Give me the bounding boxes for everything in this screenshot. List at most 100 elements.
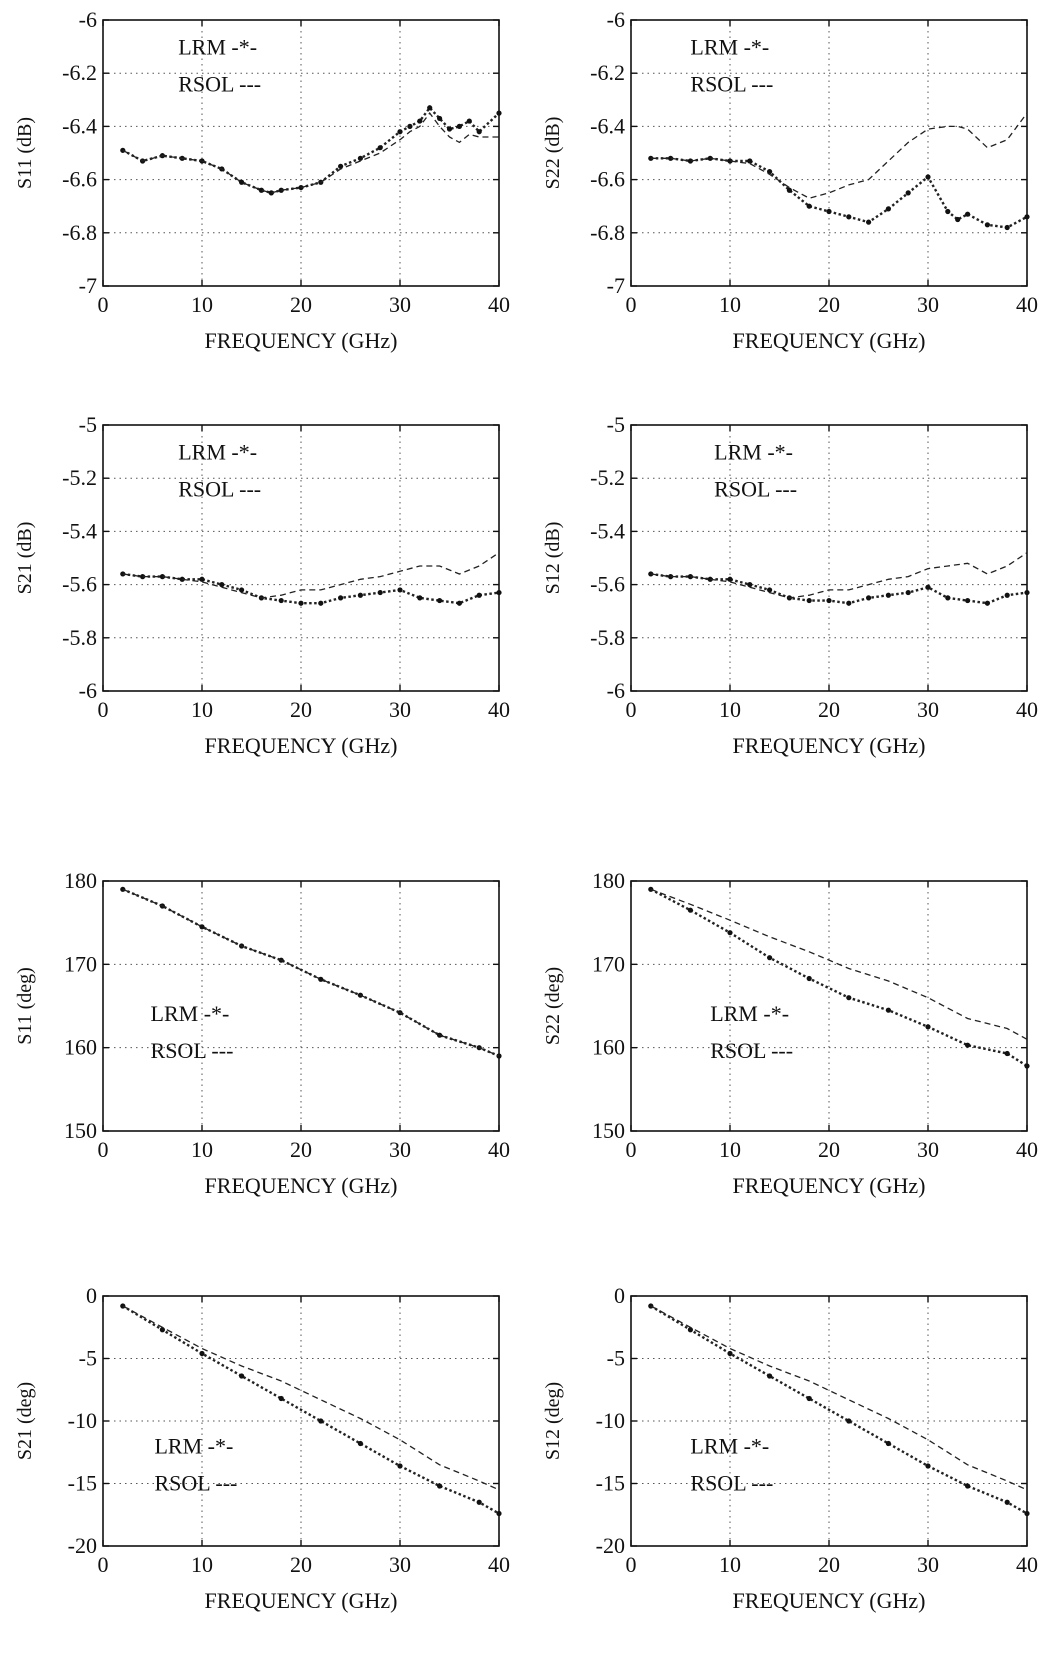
lrm-point — [747, 158, 753, 164]
x-tick-label: 10 — [719, 1137, 741, 1162]
lrm-point — [668, 574, 674, 580]
lrm-point — [925, 1463, 931, 1469]
x-tick-label: 20 — [818, 697, 840, 722]
y-tick-label: -5 — [607, 1346, 625, 1371]
lrm-point — [357, 592, 363, 598]
lrm-point — [747, 582, 753, 588]
y-tick-label: 160 — [64, 1035, 97, 1060]
series-lrm-line — [650, 888, 1028, 1068]
y-tick-label: -20 — [68, 1533, 97, 1558]
x-tick-label: 0 — [98, 697, 109, 722]
y-tick-label: 180 — [64, 868, 97, 893]
lrm-point — [945, 208, 951, 215]
lrm-point — [476, 592, 482, 598]
x-axis-label: FREQUENCY (GHz) — [733, 328, 926, 353]
lrm-point — [239, 179, 245, 185]
x-axis-label: FREQUENCY (GHz) — [205, 733, 398, 758]
lrm-point — [417, 595, 423, 601]
y-tick-label: -6.4 — [590, 113, 625, 138]
series-rsol-line — [650, 1305, 1028, 1491]
y-tick-label: -6.4 — [62, 113, 97, 138]
y-tick-label: 0 — [86, 1283, 97, 1308]
legend-entry: LRM -*- — [151, 1001, 230, 1026]
lrm-point — [1004, 1499, 1010, 1505]
lrm-point — [357, 155, 363, 161]
lrm-point — [1024, 1510, 1030, 1517]
y-axis-label: S21 (deg) — [14, 1382, 36, 1460]
lrm-point — [826, 208, 832, 215]
y-tick-label: -6.6 — [62, 167, 97, 192]
x-tick-label: 40 — [1016, 697, 1038, 722]
lrm-point — [786, 187, 793, 193]
chart-panel-6: 0 10 20 30 40 150 160 170 180 FREQUENCY (GHz) S22 … — [542, 868, 1038, 1198]
x-axis-label: FREQUENCY (GHz) — [205, 1588, 398, 1613]
x-tick-label: 30 — [389, 1552, 411, 1577]
lrm-point — [767, 587, 773, 593]
lrm-point — [437, 597, 443, 604]
lrm-point — [727, 158, 733, 164]
y-axis-label: S11 (dB) — [14, 117, 36, 189]
lrm-point — [407, 123, 413, 129]
lrm-point — [806, 597, 812, 604]
series-lrm-line — [122, 105, 500, 195]
y-tick-label: -6.8 — [590, 220, 625, 245]
y-tick-label: 0 — [614, 1283, 625, 1308]
x-tick-label: 10 — [719, 697, 741, 722]
lrm-point — [456, 600, 462, 606]
x-tick-label: 30 — [389, 292, 411, 317]
lrm-point — [648, 571, 654, 577]
chart-panel-2: 0 10 20 30 40 -7 -6.8 -6.6 -6.4 -6.2 -6 FREQUENCY (… — [542, 7, 1038, 353]
x-tick-label: 30 — [917, 697, 939, 722]
lrm-point — [1004, 1050, 1010, 1057]
y-tick-label: -6 — [79, 7, 97, 32]
legend-entry: LRM -*- — [710, 1001, 789, 1026]
lrm-point — [278, 187, 284, 193]
lrm-point — [278, 1395, 284, 1402]
series-lrm-line — [122, 572, 500, 605]
lrm-point — [496, 589, 502, 596]
y-axis-label: S12 (dB) — [542, 522, 564, 595]
lrm-point — [846, 1418, 852, 1424]
lrm-point — [668, 155, 674, 161]
y-tick-label: -5.2 — [62, 465, 97, 490]
lrm-point — [397, 129, 403, 135]
x-tick-label: 20 — [290, 1552, 312, 1577]
y-tick-label: -5.6 — [62, 572, 97, 597]
y-tick-label: -6 — [607, 7, 625, 32]
lrm-point — [397, 587, 403, 593]
lrm-point — [446, 126, 453, 132]
lrm-point — [427, 105, 433, 111]
lrm-point — [318, 1418, 324, 1424]
series-rsol-line — [122, 888, 500, 1057]
chart-panel-1: 0 10 20 30 40 -7 -6.8 -6.6 -6.4 -6.2 -6 FREQUENCY (… — [14, 7, 510, 353]
x-axis-label: FREQUENCY (GHz) — [733, 1588, 926, 1613]
lrm-point — [140, 574, 146, 580]
lrm-point — [199, 1350, 205, 1357]
lrm-point — [965, 1483, 971, 1489]
lrm-point — [179, 576, 185, 582]
legend-entry: RSOL --- — [151, 1038, 234, 1063]
y-tick-label: 150 — [64, 1118, 97, 1143]
lrm-point — [1024, 1063, 1030, 1069]
lrm-point — [476, 129, 482, 135]
lrm-point — [727, 930, 733, 936]
y-tick-label: -5.8 — [62, 625, 97, 650]
y-axis-label: S21 (dB) — [14, 522, 36, 595]
legend-entry: LRM -*- — [690, 35, 769, 60]
y-tick-label: 170 — [592, 951, 625, 976]
y-tick-label: -10 — [68, 1408, 97, 1433]
lrm-point — [925, 174, 931, 180]
lrm-point — [885, 1007, 892, 1013]
legend-entry: LRM -*- — [690, 1434, 769, 1459]
series-rsol-line — [650, 552, 1028, 599]
y-tick-label: -5.2 — [590, 465, 625, 490]
lrm-point — [219, 582, 225, 588]
chart-panel-7: 0 10 20 30 40 -20 -15 -10 -5 0 FREQUENCY (GHz) S21 … — [14, 1283, 510, 1613]
legend-entry: LRM -*- — [154, 1434, 233, 1459]
x-tick-label: 0 — [98, 292, 109, 317]
x-tick-label: 30 — [917, 1552, 939, 1577]
x-tick-label: 40 — [488, 1552, 510, 1577]
x-tick-label: 0 — [626, 1552, 637, 1577]
y-tick-label: -5.4 — [62, 518, 97, 543]
